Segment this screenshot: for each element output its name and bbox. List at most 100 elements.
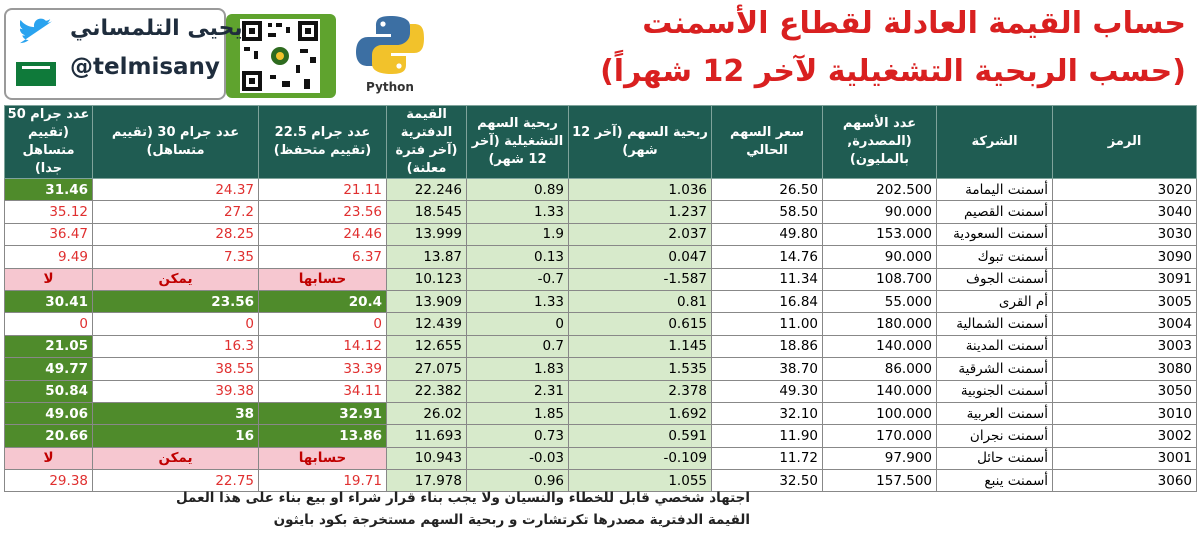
value-30-cell: 27.2 xyxy=(92,200,259,224)
price-cell: 38.70 xyxy=(711,357,823,381)
table-row: 9.49 7.35 6.37 13.87 0.13 0.047 14.76 90.000 أسم… xyxy=(4,245,1197,269)
shares-cell: 97.900 xyxy=(822,446,937,471)
code-cell: 3091 xyxy=(1052,267,1197,291)
eps-cell: 0.047 xyxy=(568,245,712,269)
value-50-cell: 30.41 xyxy=(4,289,93,314)
value-22-cell: حسابها xyxy=(258,267,387,291)
code-cell: 3004 xyxy=(1052,312,1197,336)
value-50-cell: لا xyxy=(4,446,93,471)
price-cell: 32.10 xyxy=(711,401,823,426)
value-50-cell: 35.12 xyxy=(4,200,93,224)
eps-cell: 1.692 xyxy=(568,401,712,426)
disclaimer-notes: اجتهاد شخصي قابل للخطاء والنسيان ولا يجب… xyxy=(176,487,750,531)
value-22-cell: 34.11 xyxy=(258,379,387,403)
table-row: 20.66 16 13.86 11.693 0.73 0.591 11.90 170.000 أ… xyxy=(4,424,1197,448)
code-cell: 3005 xyxy=(1052,289,1197,314)
value-22-cell: حسابها xyxy=(258,446,387,471)
saudi-flag-icon xyxy=(16,62,56,86)
eps-cell: -1.587 xyxy=(568,267,712,291)
shares-cell: 153.000 xyxy=(822,222,937,247)
value-30-cell: 38.55 xyxy=(92,357,259,381)
value-50-cell: 29.38 xyxy=(4,469,93,493)
table-row: لا يمكن حسابها 10.123 -0.7 -1.587 11.34 108.700… xyxy=(4,267,1197,291)
value-22-cell: 0 xyxy=(258,312,387,336)
book-value-cell: 27.075 xyxy=(386,357,467,381)
book-value-cell: 17.978 xyxy=(386,469,467,493)
table-row: 50.84 39.38 34.11 22.382 2.31 2.378 49.30 140.0… xyxy=(4,379,1197,403)
eps-cell: 0.615 xyxy=(568,312,712,336)
book-value-cell: 12.439 xyxy=(386,312,467,336)
value-30-cell: يمكن xyxy=(92,446,259,471)
code-cell: 3040 xyxy=(1052,200,1197,224)
twitter-icon xyxy=(20,18,53,44)
value-50-cell: 49.06 xyxy=(4,401,93,426)
author-badge: يحيى التلمساني @telmisany xyxy=(4,8,243,100)
op-eps-cell: 1.85 xyxy=(466,401,569,426)
book-value-cell: 26.02 xyxy=(386,401,467,426)
shares-cell: 140.000 xyxy=(822,379,937,403)
eps-cell: 2.037 xyxy=(568,222,712,247)
price-cell: 26.50 xyxy=(711,177,823,202)
col-price: القيمة الدفترية (آخر فترة معلنة) xyxy=(386,105,467,179)
page-title: حساب القيمة العادلة لقطاع الأسمنت xyxy=(642,6,1186,41)
value-30-cell: 22.75 xyxy=(92,469,259,493)
value-50-cell: 50.84 xyxy=(4,379,93,403)
op-eps-cell: 2.31 xyxy=(466,379,569,403)
value-22-cell: 33.39 xyxy=(258,357,387,381)
company-name-cell: أسمنت الشرقية xyxy=(936,357,1053,381)
value-50-cell: 21.05 xyxy=(4,334,93,359)
book-value-cell: 22.382 xyxy=(386,379,467,403)
value-22-cell: 13.86 xyxy=(258,424,387,448)
col-v22: عدد الأسهم (المصدرة, بالمليون) xyxy=(822,105,937,179)
eps-cell: 1.036 xyxy=(568,177,712,202)
op-eps-cell: 1.9 xyxy=(466,222,569,247)
shares-cell: 170.000 xyxy=(822,424,937,448)
company-name-cell: أسمنت الجنوبية xyxy=(936,379,1053,403)
op-eps-cell: 0.89 xyxy=(466,177,569,202)
price-cell: 14.76 xyxy=(711,245,823,269)
price-cell: 49.30 xyxy=(711,379,823,403)
code-cell: 3030 xyxy=(1052,222,1197,247)
op-eps-cell: 0.73 xyxy=(466,424,569,448)
shares-cell: 180.000 xyxy=(822,312,937,336)
shares-cell: 108.700 xyxy=(822,267,937,291)
col-v50: الرمز xyxy=(1052,105,1197,179)
col-eps: ربحية السهم التشغيلية (آخر 12 شهر) xyxy=(466,105,569,179)
python-icon xyxy=(356,16,424,74)
col-op-eps: ربحية السهم (آخر 12 شهر) xyxy=(568,105,712,179)
code-cell: 3060 xyxy=(1052,469,1197,493)
python-label: Python xyxy=(366,80,414,94)
author-name: يحيى التلمساني xyxy=(70,16,243,41)
company-name-cell: أسمنت تبوك xyxy=(936,245,1053,269)
code-cell: 3080 xyxy=(1052,357,1197,381)
col-code: عدد جرام 50 (تقييم متساهل جدا) xyxy=(4,105,93,179)
value-30-cell: 38 xyxy=(92,401,259,426)
shares-cell: 202.500 xyxy=(822,177,937,202)
python-logo: Python xyxy=(352,14,428,94)
op-eps-cell: 0.7 xyxy=(466,334,569,359)
value-30-cell: 24.37 xyxy=(92,177,259,202)
value-30-cell: 39.38 xyxy=(92,379,259,403)
value-30-cell: 0 xyxy=(92,312,259,336)
table-row: 31.46 24.37 21.11 22.246 0.89 1.036 26.50 202.5… xyxy=(4,177,1197,202)
eps-cell: 1.145 xyxy=(568,334,712,359)
value-22-cell: 32.91 xyxy=(258,401,387,426)
code-cell: 3003 xyxy=(1052,334,1197,359)
table-header-row: عدد جرام 50 (تقييم متساهل جدا) عدد جرام … xyxy=(4,105,1197,179)
company-name-cell: أسمنت حائل xyxy=(936,446,1053,471)
shares-cell: 157.500 xyxy=(822,469,937,493)
price-cell: 11.00 xyxy=(711,312,823,336)
value-30-cell: 7.35 xyxy=(92,245,259,269)
book-value-cell: 11.693 xyxy=(386,424,467,448)
code-cell: 3090 xyxy=(1052,245,1197,269)
book-value-cell: 10.123 xyxy=(386,267,467,291)
company-name-cell: أسمنت اليمامة xyxy=(936,177,1053,202)
value-22-cell: 23.56 xyxy=(258,200,387,224)
table-row: 36.47 28.25 24.46 13.999 1.9 2.037 49.80 153.00… xyxy=(4,222,1197,247)
value-22-cell: 20.4 xyxy=(258,289,387,314)
company-name-cell: أسمنت الجوف xyxy=(936,267,1053,291)
col-book: سعر السهم الحالي xyxy=(711,105,823,179)
value-22-cell: 21.11 xyxy=(258,177,387,202)
table-row: 49.77 38.55 33.39 27.075 1.83 1.535 38.70 86.00… xyxy=(4,357,1197,381)
book-value-cell: 13.909 xyxy=(386,289,467,314)
